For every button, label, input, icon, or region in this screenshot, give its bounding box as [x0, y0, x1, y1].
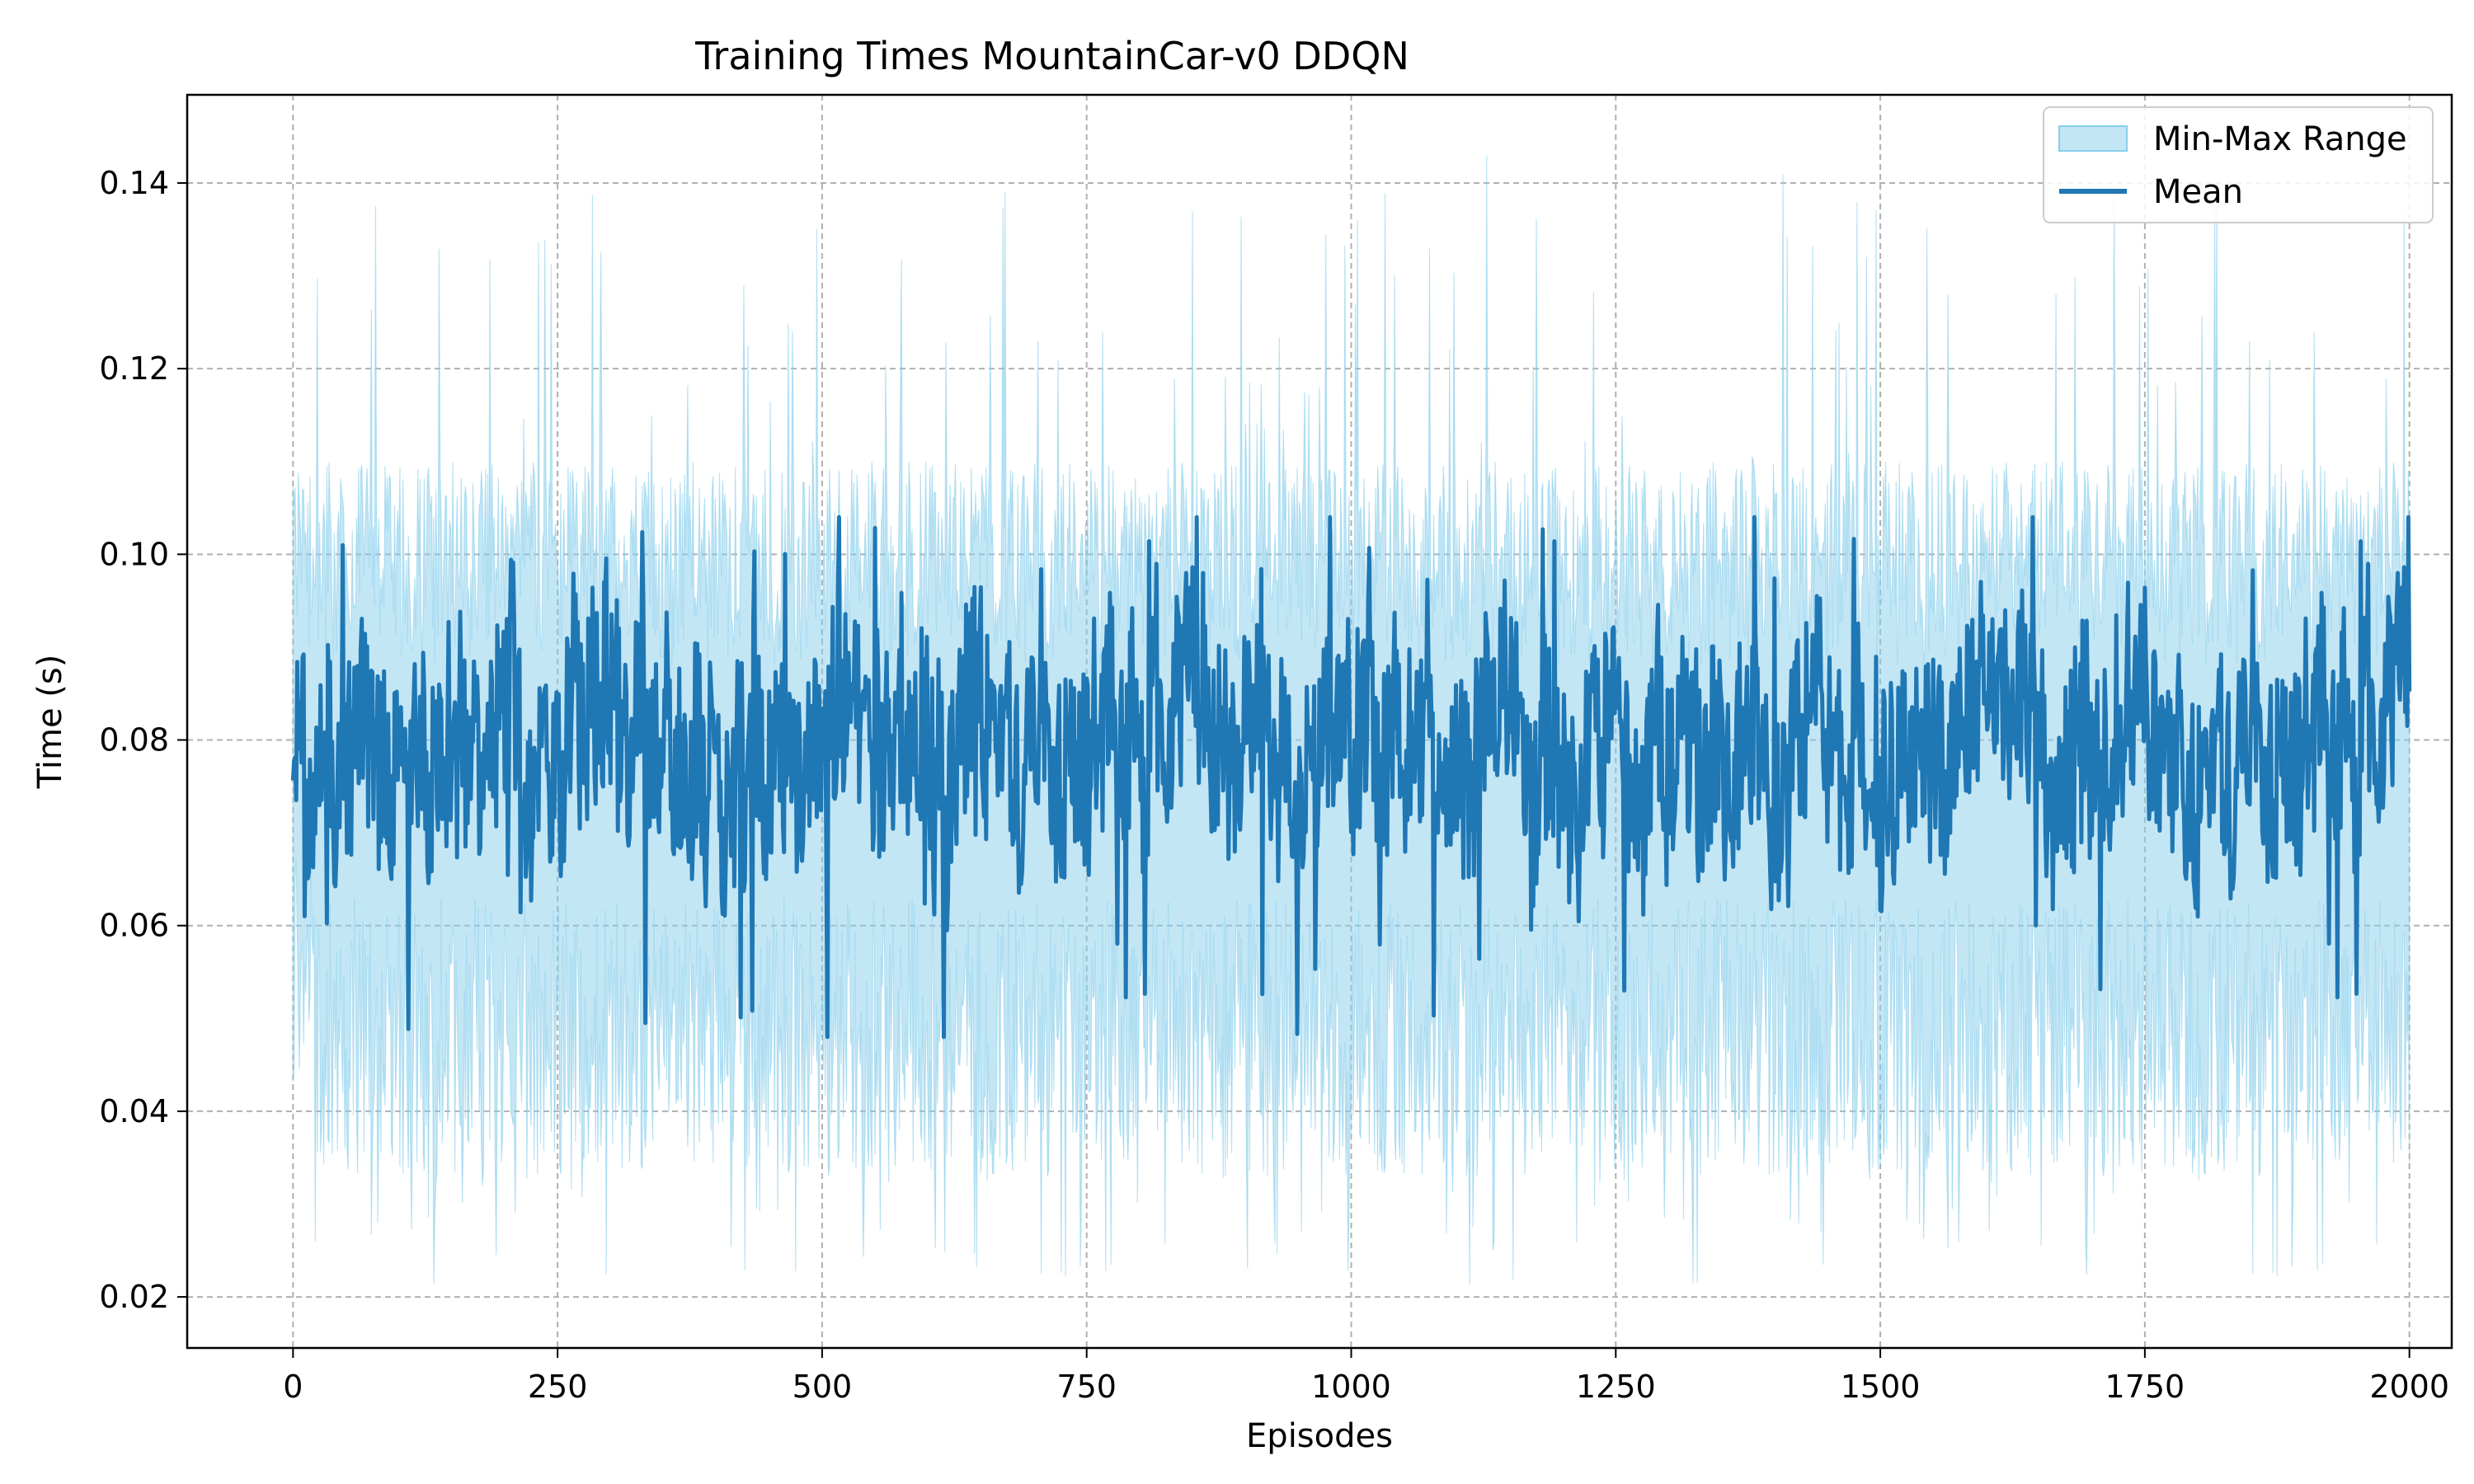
y-tick-label: 0.04: [99, 1093, 169, 1129]
legend-box: [2043, 106, 2434, 223]
mean-line: [290, 514, 2412, 1040]
legend-label-min-max-range: Min-Max Range: [2153, 120, 2407, 158]
x-tick-label: 250: [528, 1369, 588, 1405]
x-tick-label: 1000: [1311, 1369, 1391, 1405]
chart-title: Training Times MountainCar-v0 DDQN: [694, 34, 1409, 78]
legend-swatch-min-max-range: [2058, 125, 2128, 152]
x-tick-label: 1750: [2105, 1369, 2185, 1405]
y-tick-label: 0.02: [99, 1279, 169, 1315]
y-axis-label: Time (s): [31, 655, 69, 790]
x-tick-label: 750: [1056, 1369, 1117, 1405]
x-axis-ticks: 0 250 500 750 1000 1250 1500 1750 2000: [283, 1348, 2449, 1405]
x-tick-label: 1500: [1841, 1369, 1921, 1405]
y-tick-label: 0.08: [99, 722, 169, 758]
y-tick-label: 0.06: [99, 908, 169, 944]
plot-frame: [186, 93, 2453, 1350]
y-tick-label: 0.12: [99, 350, 169, 387]
x-tick-label: 2000: [2369, 1369, 2449, 1405]
y-axis-ticks: 0.02 0.04 0.06 0.08 0.10 0.12 0.14: [99, 165, 187, 1315]
mean-series-line: [290, 514, 2412, 1040]
x-tick-label: 500: [793, 1369, 853, 1405]
x-tick-label: 0: [283, 1369, 303, 1405]
y-tick-label: 0.14: [99, 165, 169, 201]
y-tick-label: 0.10: [99, 536, 169, 572]
x-axis-label: Episodes: [1246, 1417, 1393, 1455]
legend: Min-Max Range Mean: [2043, 106, 2434, 223]
x-tick-label: 1250: [1576, 1369, 1656, 1405]
legend-label-mean: Mean: [2153, 173, 2243, 211]
